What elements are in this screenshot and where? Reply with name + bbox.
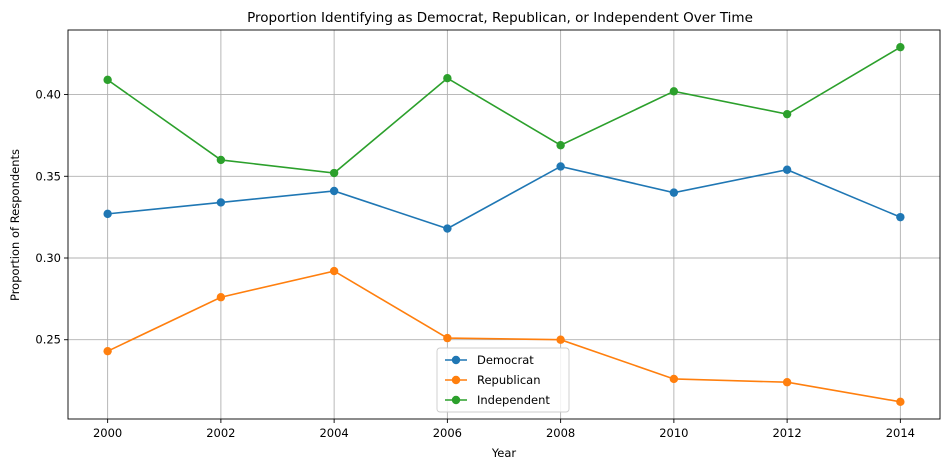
y-tick-label: 0.25	[35, 333, 61, 347]
data-point-independent	[782, 109, 792, 119]
data-point-independent	[103, 75, 112, 85]
series-independent	[103, 42, 905, 178]
data-point-democrat	[443, 224, 452, 233]
legend-label: Democrat	[477, 353, 534, 367]
legend-label: Republican	[477, 373, 541, 387]
series-layer	[103, 42, 905, 407]
x-tick-label: 2002	[206, 426, 235, 440]
data-point-republican	[782, 378, 792, 387]
series-republican	[103, 266, 905, 407]
x-tick-label: 2006	[433, 426, 462, 440]
data-point-democrat	[896, 212, 905, 222]
legend-swatch-marker	[451, 395, 461, 405]
data-point-democrat	[329, 186, 339, 196]
series-line-republican	[107, 270, 901, 403]
x-axis: 2000 2002 2004 2006 2008 2010 2012 2014	[93, 419, 915, 440]
data-point-independent	[556, 141, 565, 150]
y-tick-label: 0.40	[35, 88, 61, 102]
legend-item-independent: Independent	[445, 393, 550, 407]
x-tick-label: 2000	[93, 426, 122, 440]
legend-box	[436, 347, 570, 413]
legend-swatch-marker	[451, 355, 461, 365]
y-tick-label: 0.30	[35, 251, 61, 265]
data-point-democrat	[556, 162, 565, 171]
data-point-independent	[669, 87, 679, 96]
data-point-independent	[329, 168, 339, 178]
data-point-democrat	[216, 198, 226, 207]
legend: Democrat Republican Independent	[436, 347, 570, 413]
data-point-democrat	[782, 165, 792, 174]
x-tick-label: 2004	[319, 426, 348, 440]
data-point-independent	[216, 155, 226, 165]
data-point-democrat	[103, 209, 112, 219]
legend-item-republican: Republican	[445, 373, 541, 387]
y-axis-title: Proportion of Respondents	[8, 149, 22, 301]
data-point-republican	[443, 333, 452, 343]
legend-label: Independent	[477, 393, 550, 407]
legend-item-democrat: Democrat	[445, 353, 534, 367]
data-point-republican	[103, 346, 112, 356]
data-point-republican	[329, 266, 339, 276]
x-tick-label: 2008	[546, 426, 575, 440]
data-point-democrat	[669, 188, 679, 197]
data-point-independent	[443, 74, 452, 83]
x-tick-label: 2012	[772, 426, 801, 440]
x-tick-label: 2014	[886, 426, 915, 440]
series-democrat	[103, 162, 905, 233]
series-line-democrat	[107, 165, 901, 230]
y-tick-label: 0.35	[35, 169, 61, 183]
plot-frame	[67, 29, 941, 420]
data-point-independent	[896, 42, 905, 52]
data-point-republican	[669, 374, 679, 384]
chart-title: Proportion Identifying as Democrat, Repu…	[247, 10, 753, 26]
data-point-republican	[556, 335, 565, 344]
legend-swatch-marker	[451, 375, 461, 385]
data-point-republican	[216, 293, 226, 302]
series-line-independent	[107, 46, 901, 174]
y-axis: 0.25 0.30 0.35 0.40	[35, 88, 68, 347]
data-point-republican	[896, 397, 905, 407]
x-tick-label: 2010	[659, 426, 688, 440]
x-axis-title: Year	[491, 446, 517, 460]
